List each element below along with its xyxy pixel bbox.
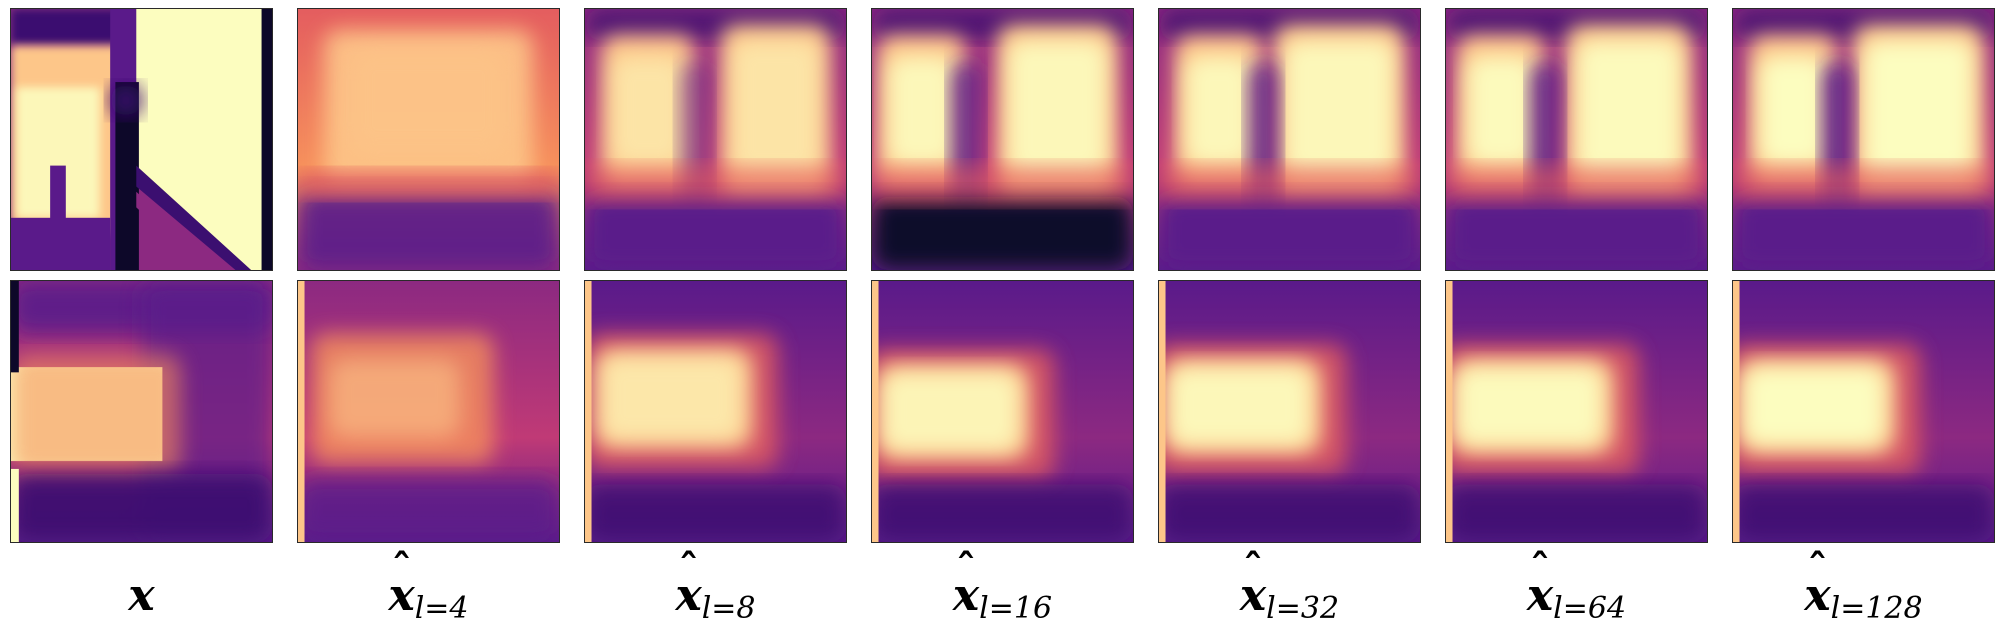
depth-map-row2-l128: [1732, 280, 1995, 543]
label-base-symbol: x: [1240, 570, 1266, 621]
column-label-l16: xl=16: [871, 570, 1134, 626]
label-base-symbol: x: [1804, 570, 1830, 621]
label-subscript: l=128: [1830, 591, 1923, 626]
label-subscript: l=8: [701, 591, 756, 626]
depth-map-row2-l4: [297, 280, 560, 543]
column-label-l128: xl=128: [1732, 570, 1995, 626]
depth-map-row1-l16: [871, 8, 1134, 271]
depth-map-row1-l128: [1732, 8, 1995, 271]
label-base-symbol: x: [128, 570, 155, 621]
depth-map-row1-l32: [1158, 8, 1421, 271]
depth-map-row1-l4: [297, 8, 560, 271]
label-base-symbol: x: [953, 570, 979, 621]
label-subscript: l=16: [979, 591, 1053, 626]
column-label-l32: xl=32: [1158, 570, 1421, 626]
label-subscript: l=64: [1553, 591, 1627, 626]
depth-map-row2-l32: [1158, 280, 1421, 543]
depth-map-row1-x: [10, 8, 273, 271]
label-base-symbol: x: [388, 570, 414, 621]
depth-map-row2-l8: [584, 280, 847, 543]
label-base-symbol: x: [675, 570, 701, 621]
depth-map-row1-l8: [584, 8, 847, 271]
depth-map-row2-l16: [871, 280, 1134, 543]
depth-map-row2-x: [10, 280, 273, 543]
column-label-l4: xl=4: [297, 570, 560, 626]
column-label-l8: xl=8: [584, 570, 847, 626]
column-label-x: x: [10, 570, 273, 621]
label-subscript: l=4: [414, 591, 469, 626]
column-label-l64: xl=64: [1445, 570, 1708, 626]
label-subscript: l=32: [1266, 591, 1340, 626]
depth-map-row1-l64: [1445, 8, 1708, 271]
depth-map-row2-l64: [1445, 280, 1708, 543]
label-base-symbol: x: [1527, 570, 1553, 621]
